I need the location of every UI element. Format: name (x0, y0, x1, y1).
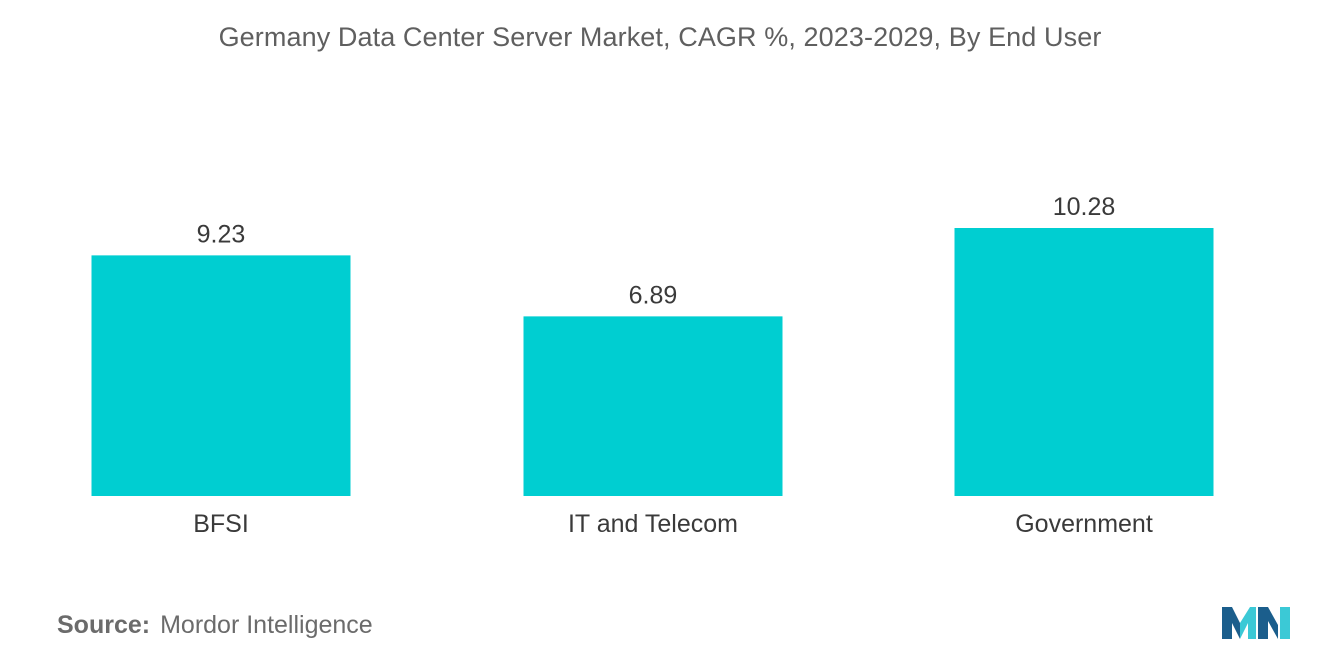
value-label: 6.89 (629, 281, 678, 309)
source-note: Source: Mordor Intelligence (57, 611, 373, 640)
source-label: Source: (57, 611, 151, 639)
value-label: 10.28 (1053, 193, 1116, 221)
source-value: Mordor Intelligence (160, 611, 373, 639)
x-tick-label: IT and Telecom (568, 510, 738, 538)
x-tick-label: BFSI (193, 510, 249, 538)
bar-government (954, 228, 1214, 496)
mordor-intelligence-logo-icon (1222, 607, 1290, 639)
bar-it-and-telecom (523, 316, 783, 496)
bar-bfsi (91, 255, 351, 496)
x-tick-label: Government (1015, 510, 1153, 538)
chart-title: Germany Data Center Server Market, CAGR … (218, 22, 1102, 52)
value-label: 9.23 (197, 220, 246, 248)
